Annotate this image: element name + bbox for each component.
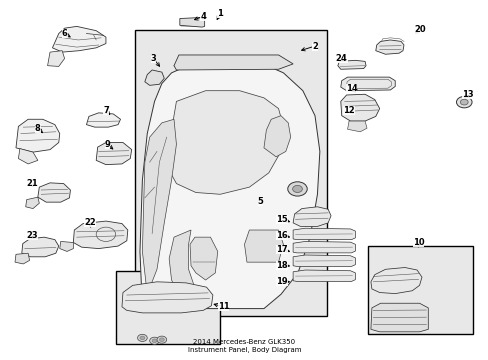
Polygon shape: [292, 255, 355, 266]
Text: 20: 20: [414, 26, 426, 35]
Polygon shape: [337, 60, 366, 69]
Polygon shape: [292, 207, 330, 226]
Polygon shape: [19, 149, 38, 164]
Polygon shape: [292, 242, 355, 253]
Text: 2: 2: [311, 41, 317, 50]
Bar: [368, 246, 472, 334]
Polygon shape: [264, 116, 290, 157]
Polygon shape: [174, 55, 292, 70]
Text: 17: 17: [276, 245, 287, 254]
Text: 7: 7: [103, 106, 108, 115]
Polygon shape: [86, 113, 120, 127]
Polygon shape: [52, 26, 106, 52]
Polygon shape: [60, 242, 73, 251]
Polygon shape: [370, 267, 421, 294]
Polygon shape: [144, 70, 164, 85]
Polygon shape: [142, 119, 176, 294]
Polygon shape: [22, 237, 59, 257]
Text: 19: 19: [276, 277, 287, 286]
Text: 23: 23: [26, 231, 38, 240]
Text: 22: 22: [84, 219, 96, 228]
Polygon shape: [244, 230, 283, 262]
Polygon shape: [190, 237, 217, 280]
Text: 5: 5: [257, 197, 263, 206]
Polygon shape: [47, 51, 64, 66]
Polygon shape: [26, 197, 39, 208]
Text: 10: 10: [412, 238, 424, 247]
Text: 16: 16: [276, 231, 287, 240]
Polygon shape: [340, 94, 379, 121]
Text: 15: 15: [276, 215, 287, 224]
Text: 24: 24: [335, 54, 347, 63]
Text: 21: 21: [26, 179, 38, 188]
Polygon shape: [347, 121, 366, 132]
Text: 1: 1: [217, 9, 223, 18]
Polygon shape: [166, 91, 283, 194]
Polygon shape: [96, 143, 131, 165]
Polygon shape: [292, 270, 355, 282]
Polygon shape: [38, 183, 70, 202]
Text: 9: 9: [104, 140, 110, 149]
Circle shape: [149, 337, 159, 344]
Polygon shape: [375, 40, 403, 54]
Polygon shape: [140, 59, 319, 309]
Text: 18: 18: [276, 261, 287, 270]
Circle shape: [287, 182, 306, 196]
Text: 6: 6: [61, 29, 67, 38]
Text: 12: 12: [343, 106, 354, 115]
Polygon shape: [169, 230, 196, 303]
Polygon shape: [15, 253, 30, 264]
Text: 2014 Mercedes-Benz GLK350
Instrument Panel, Body Diagram: 2014 Mercedes-Benz GLK350 Instrument Pan…: [187, 339, 301, 353]
Circle shape: [456, 96, 471, 108]
Polygon shape: [340, 77, 394, 91]
Text: 3: 3: [150, 54, 156, 63]
Polygon shape: [16, 119, 60, 152]
Circle shape: [140, 336, 144, 340]
Polygon shape: [292, 228, 355, 240]
Text: 8: 8: [35, 124, 41, 133]
Polygon shape: [370, 303, 427, 332]
Circle shape: [157, 336, 166, 343]
Bar: [135, 30, 326, 316]
Polygon shape: [73, 221, 127, 249]
Text: 14: 14: [345, 84, 357, 93]
Circle shape: [159, 338, 164, 342]
Text: 11: 11: [217, 302, 229, 311]
Circle shape: [152, 339, 157, 342]
Circle shape: [137, 334, 147, 342]
Circle shape: [459, 99, 467, 105]
Text: 13: 13: [462, 90, 473, 99]
Circle shape: [292, 185, 302, 193]
Bar: [116, 271, 220, 344]
Polygon shape: [122, 282, 212, 313]
Text: 4: 4: [200, 12, 205, 21]
Polygon shape: [180, 18, 204, 27]
